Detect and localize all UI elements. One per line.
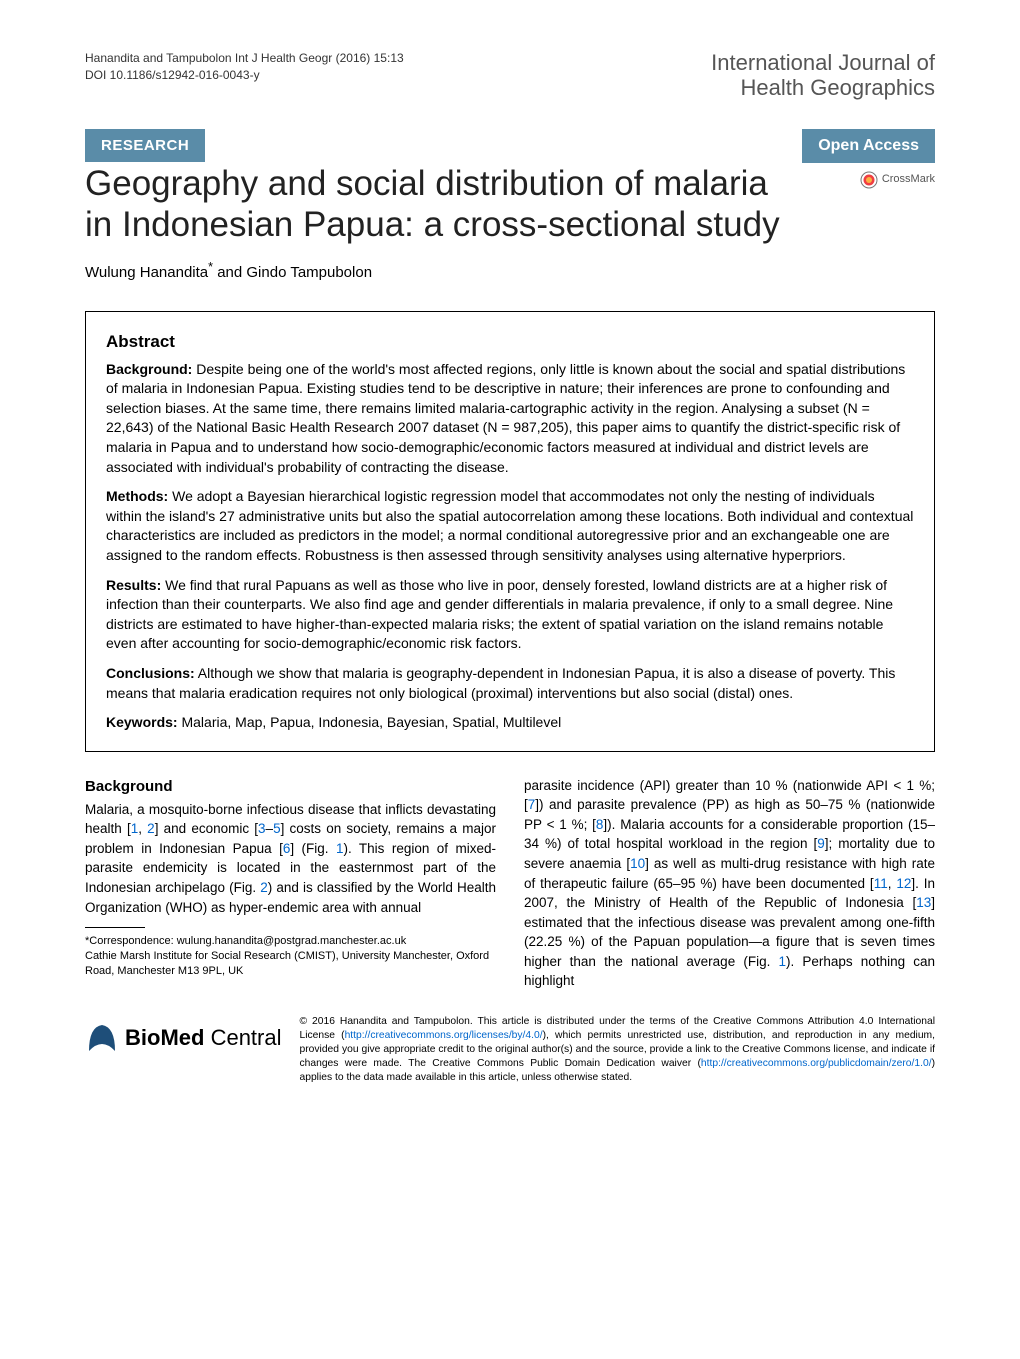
background-heading: Background: [85, 776, 496, 797]
correspondence-email: *Correspondence: wulung.hanandita@postgr…: [85, 934, 496, 949]
corresponding-star: *: [208, 260, 213, 274]
conclusions-label: Conclusions:: [106, 665, 195, 681]
citation-block: Hanandita and Tampubolon Int J Health Ge…: [85, 50, 404, 84]
footnote-divider: [85, 927, 145, 928]
correspondence-block: *Correspondence: wulung.hanandita@postgr…: [85, 934, 496, 979]
journal-title: International Journal of Health Geograph…: [711, 50, 935, 101]
ref-12[interactable]: 12: [896, 876, 911, 891]
methods-label: Methods:: [106, 488, 168, 504]
abstract-conclusions: Conclusions: Although we show that malar…: [106, 664, 914, 703]
methods-text: We adopt a Bayesian hierarchical logisti…: [106, 488, 913, 563]
ref-11[interactable]: 11: [874, 876, 888, 891]
column-left: Background Malaria, a mosquito-borne inf…: [85, 776, 496, 991]
ref-9[interactable]: 9: [817, 836, 825, 851]
results-text: We find that rural Papuans as well as th…: [106, 577, 893, 652]
journal-line2: Health Geographics: [711, 75, 935, 100]
fig-1b[interactable]: 1: [778, 954, 786, 969]
ref-3[interactable]: 3: [258, 821, 266, 836]
abstract-methods: Methods: We adopt a Bayesian hierarchica…: [106, 487, 914, 565]
body-para-left: Malaria, a mosquito-borne infectious dis…: [85, 800, 496, 917]
article-type-bar: RESEARCH Open Access: [85, 129, 935, 163]
abstract-results: Results: We find that rural Papuans as w…: [106, 576, 914, 654]
bmc-icon: [85, 1021, 119, 1055]
abstract-keywords: Keywords: Malaria, Map, Papua, Indonesia…: [106, 713, 914, 733]
biomed-central-logo: BioMed Central: [85, 1015, 282, 1055]
running-head: Hanandita and Tampubolon Int J Health Ge…: [85, 50, 935, 101]
fig-2[interactable]: 2: [260, 880, 268, 895]
keywords-label: Keywords:: [106, 714, 178, 730]
footer: BioMed Central © 2016 Hanandita and Tamp…: [85, 1015, 935, 1084]
bmc-text-2: Central: [204, 1025, 281, 1050]
open-access-badge: Open Access: [802, 129, 935, 163]
results-label: Results:: [106, 577, 161, 593]
authors-text: Wulung Hanandita* and Gindo Tampubolon: [85, 264, 372, 281]
correspondence-affil: Cathie Marsh Institute for Social Resear…: [85, 949, 496, 979]
author-line: Wulung Hanandita* and Gindo Tampubolon: [85, 259, 935, 283]
license-link-ccby[interactable]: http://creativecommons.org/licenses/by/4…: [345, 1030, 543, 1041]
article-title: Geography and social distribution of mal…: [85, 164, 935, 245]
conclusions-text: Although we show that malaria is geograp…: [106, 665, 895, 701]
crossmark-icon: [860, 171, 878, 189]
license-text: © 2016 Hanandita and Tampubolon. This ar…: [300, 1015, 936, 1084]
license-link-cc0[interactable]: http://creativecommons.org/publicdomain/…: [701, 1058, 932, 1069]
background-text: Despite being one of the world's most af…: [106, 361, 905, 475]
body-columns: Background Malaria, a mosquito-borne inf…: [85, 776, 935, 991]
doi-line: DOI 10.1186/s12942-016-0043-y: [85, 67, 404, 84]
abstract-box: Abstract Background: Despite being one o…: [85, 311, 935, 752]
ref-13[interactable]: 13: [916, 895, 931, 910]
keywords-text: Malaria, Map, Papua, Indonesia, Bayesian…: [178, 714, 562, 730]
column-right: parasite incidence (API) greater than 10…: [524, 776, 935, 991]
citation-line: Hanandita and Tampubolon Int J Health Ge…: [85, 50, 404, 67]
bmc-text-1: BioMed: [125, 1025, 204, 1050]
ref-10[interactable]: 10: [630, 856, 645, 871]
abstract-background: Background: Despite being one of the wor…: [106, 360, 914, 478]
body-para-right: parasite incidence (API) greater than 10…: [524, 776, 935, 991]
ref-5[interactable]: 5: [273, 821, 281, 836]
research-label: RESEARCH: [85, 129, 205, 162]
crossmark-label: CrossMark: [882, 172, 935, 187]
ref-2[interactable]: 2: [147, 821, 155, 836]
abstract-heading: Abstract: [106, 330, 914, 354]
journal-line1: International Journal of: [711, 50, 935, 75]
background-label: Background:: [106, 361, 192, 377]
